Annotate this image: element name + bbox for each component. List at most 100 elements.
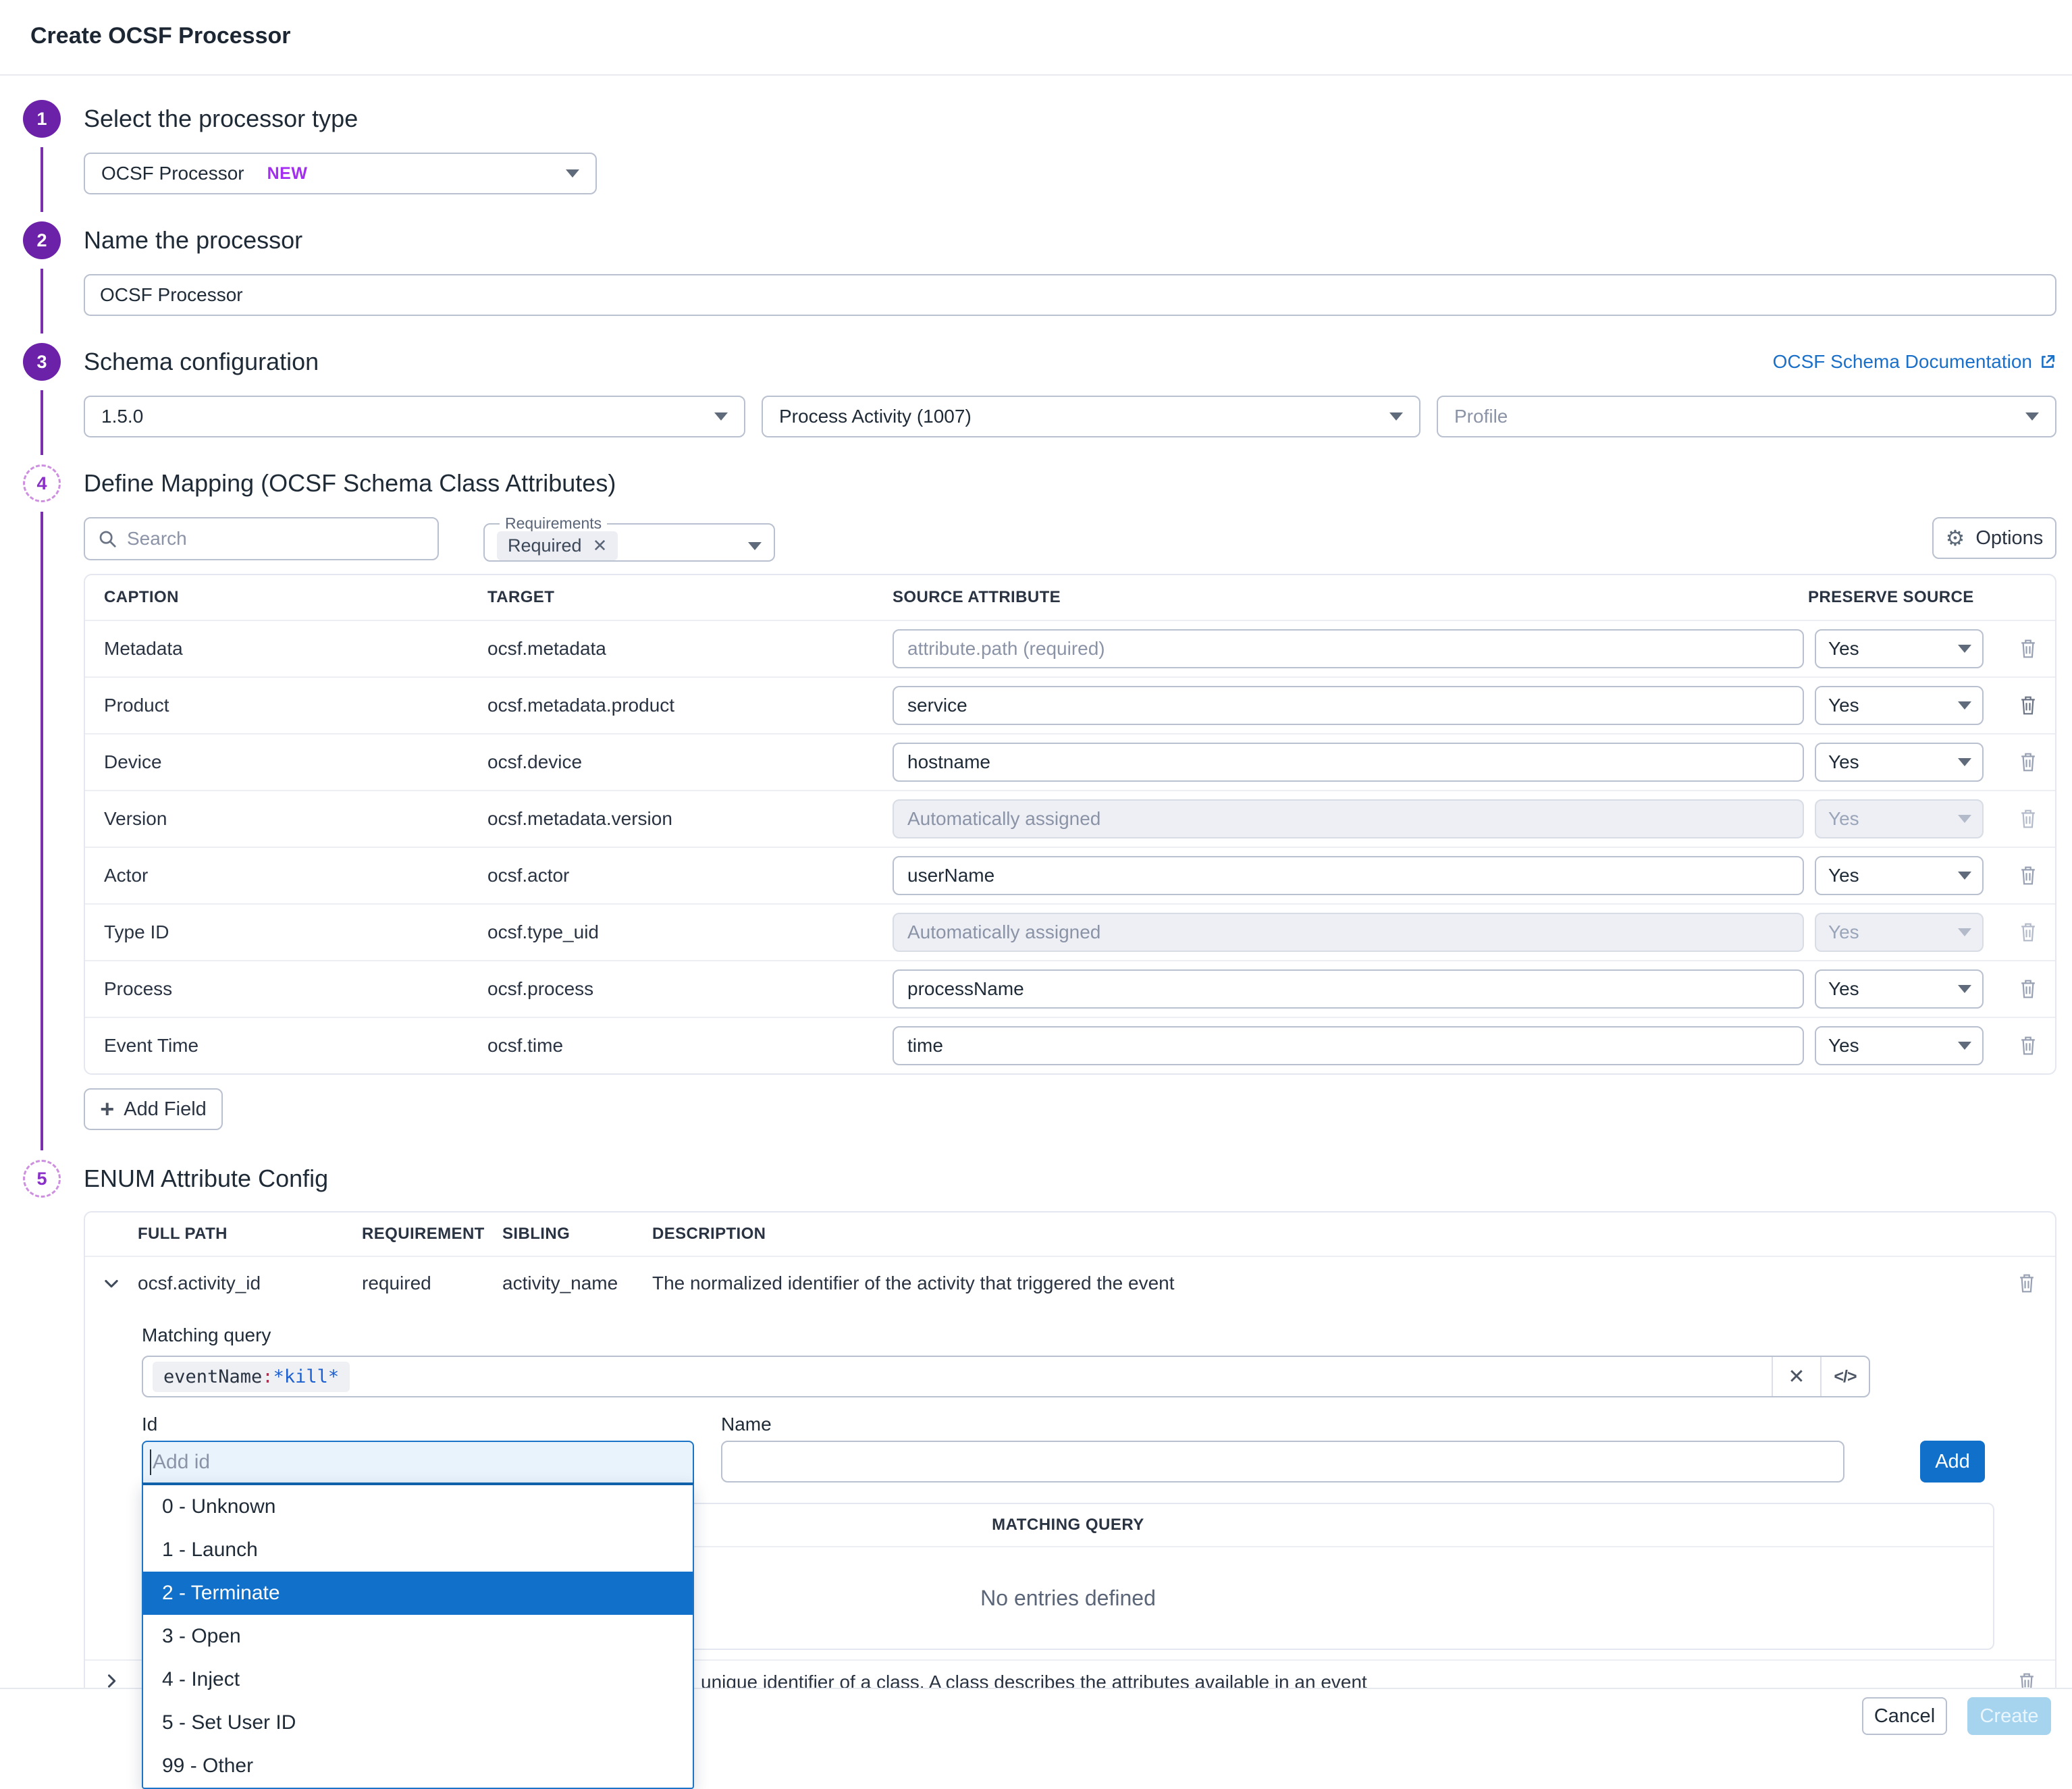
step-1-heading: Select the processor type: [84, 105, 358, 132]
requirements-filter[interactable]: Requirements Required ✕: [483, 514, 775, 562]
dropdown-option-selected[interactable]: 2 - Terminate: [143, 1572, 693, 1615]
step-1-indicator: 1: [23, 100, 61, 138]
delete-row-button[interactable]: [2017, 1034, 2040, 1058]
add-field-button[interactable]: + Add Field: [84, 1088, 223, 1130]
step-2-indicator: 2: [23, 221, 61, 259]
add-enum-button[interactable]: Add: [1920, 1441, 1985, 1483]
delete-row-button[interactable]: [2017, 920, 2040, 944]
step-3-section: 3 Schema configuration OCSF Schema Docum…: [0, 343, 2056, 464]
ocsf-schema-doc-link[interactable]: OCSF Schema Documentation: [1773, 351, 2056, 373]
source-attribute-input[interactable]: [893, 629, 1804, 668]
processor-name-input[interactable]: [84, 274, 2056, 316]
dropdown-option[interactable]: 99 - Other: [162, 1755, 254, 1777]
step-4-heading: Define Mapping (OCSF Schema Class Attrib…: [84, 469, 616, 497]
options-button[interactable]: ⚙ Options: [1932, 517, 2056, 559]
clear-query-button[interactable]: ✕: [1772, 1357, 1820, 1396]
dialog-header: Create OCSF Processor: [0, 0, 2072, 76]
trash-icon: [2021, 809, 2035, 828]
source-attribute-input: [893, 913, 1804, 952]
dropdown-option[interactable]: 0 - Unknown: [162, 1495, 276, 1518]
delete-row-button[interactable]: [2017, 637, 2040, 661]
preserve-source-select[interactable]: Yes: [1815, 969, 1984, 1009]
source-attribute-input[interactable]: [893, 686, 1804, 725]
delete-row-button[interactable]: [2015, 1271, 2038, 1296]
matching-query-column-header: MATCHING QUERY: [992, 1516, 1144, 1534]
step-5-section: 5 ENUM Attribute Config FULL PATH REQUIR…: [0, 1160, 2056, 1789]
processor-type-value: OCSF Processor: [101, 163, 244, 184]
source-attribute-input[interactable]: [893, 743, 1804, 782]
chevron-down-icon: [748, 541, 762, 550]
mapping-table-header: CAPTION TARGET SOURCE ATTRIBUTE PRESERVE…: [104, 588, 1974, 606]
schema-version-select[interactable]: 1.5.0: [84, 396, 745, 437]
table-row: Version ocsf.metadata.version Yes: [85, 790, 2055, 847]
preserve-source-select[interactable]: Yes: [1815, 743, 1984, 782]
chevron-down-icon: [566, 169, 579, 178]
preserve-source-select[interactable]: Yes: [1815, 629, 1984, 668]
preserve-source-select: Yes: [1815, 913, 1984, 952]
preserve-source-select[interactable]: Yes: [1815, 856, 1984, 895]
trash-icon: [2021, 696, 2035, 715]
page-title: Create OCSF Processor: [30, 23, 291, 49]
empty-state-text: No entries defined: [980, 1585, 1156, 1610]
chevron-down-icon: [1958, 815, 1971, 823]
step-2-heading: Name the processor: [84, 226, 303, 254]
matching-query-input[interactable]: eventName:*kill* ✕ </>: [142, 1356, 1870, 1397]
preserve-source-select[interactable]: Yes: [1815, 1026, 1984, 1065]
id-combobox: Add id 0 - Unknown 1 - Launch 2 - Termin…: [142, 1441, 694, 1789]
new-badge: NEW: [267, 163, 308, 183]
source-attribute-input[interactable]: [893, 1026, 1804, 1065]
cancel-button[interactable]: Cancel: [1862, 1697, 1947, 1735]
delete-row-button[interactable]: [2017, 750, 2040, 774]
name-input[interactable]: [721, 1441, 1844, 1483]
chevron-down-icon: [1958, 872, 1971, 880]
chevron-down-icon: [1958, 701, 1971, 710]
preserve-source-select: Yes: [1815, 799, 1984, 838]
event-class-select[interactable]: Process Activity (1007): [762, 396, 1420, 437]
step-3-indicator: 3: [23, 343, 61, 381]
dropdown-option[interactable]: 4 - Inject: [162, 1668, 240, 1690]
external-link-icon: [2042, 355, 2054, 368]
requirements-label: Requirements: [505, 514, 602, 532]
mapping-table: CAPTION TARGET SOURCE ATTRIBUTE PRESERVE…: [84, 574, 2056, 1075]
chevron-down-icon: [1389, 412, 1403, 421]
id-input[interactable]: Add id: [142, 1441, 694, 1483]
dropdown-option[interactable]: 1 - Launch: [162, 1539, 258, 1561]
dropdown-option[interactable]: 5 - Set User ID: [162, 1711, 296, 1734]
trash-icon: [2021, 1036, 2035, 1055]
delete-row-button[interactable]: [2017, 807, 2040, 831]
expand-row-button[interactable]: [102, 1672, 121, 1690]
query-token: eventName:*kill*: [153, 1361, 350, 1392]
trash-icon: [2021, 980, 2035, 998]
processor-type-select[interactable]: OCSF Processor NEW: [84, 153, 597, 194]
step-2-section: 2 Name the processor: [0, 221, 2056, 343]
source-attribute-input: [893, 799, 1804, 838]
preserve-source-select[interactable]: Yes: [1815, 686, 1984, 725]
delete-row-button[interactable]: [2017, 977, 2040, 1001]
code-editor-button[interactable]: </>: [1820, 1357, 1869, 1396]
step-connector: [41, 147, 43, 212]
search-input[interactable]: [127, 518, 425, 559]
step-connector: [41, 269, 43, 333]
source-attribute-input[interactable]: [893, 856, 1804, 895]
trash-icon: [2021, 639, 2035, 658]
collapse-row-button[interactable]: [102, 1274, 121, 1293]
source-attribute-input[interactable]: [893, 969, 1804, 1009]
enum-entries-table: MATCHING QUERY No entries defined: [142, 1503, 1994, 1650]
id-label: Id: [142, 1414, 158, 1435]
step-4-section: 4 Define Mapping (OCSF Schema Class Attr…: [0, 464, 2056, 1160]
delete-row-button[interactable]: [2017, 863, 2040, 888]
delete-row-button[interactable]: [2017, 693, 2040, 718]
profile-select[interactable]: Profile: [1437, 396, 2056, 437]
enum-table-header: FULL PATH REQUIREMENT SIBLING DESCRIPTIO…: [85, 1212, 2055, 1257]
table-row: Event Time ocsf.time Yes: [85, 1017, 2055, 1073]
create-button[interactable]: Create: [1967, 1697, 2051, 1735]
table-row: Device ocsf.device Yes: [85, 733, 2055, 790]
mapping-search[interactable]: [84, 517, 439, 560]
required-chip[interactable]: Required ✕: [497, 531, 618, 560]
chevron-down-icon: [2025, 412, 2039, 421]
step-3-heading: Schema configuration: [84, 348, 319, 375]
dropdown-option[interactable]: 3 - Open: [162, 1625, 241, 1647]
step-connector: [41, 512, 43, 1150]
step-1-section: 1 Select the processor type OCSF Process…: [0, 100, 2056, 221]
remove-chip-icon[interactable]: ✕: [592, 535, 608, 556]
